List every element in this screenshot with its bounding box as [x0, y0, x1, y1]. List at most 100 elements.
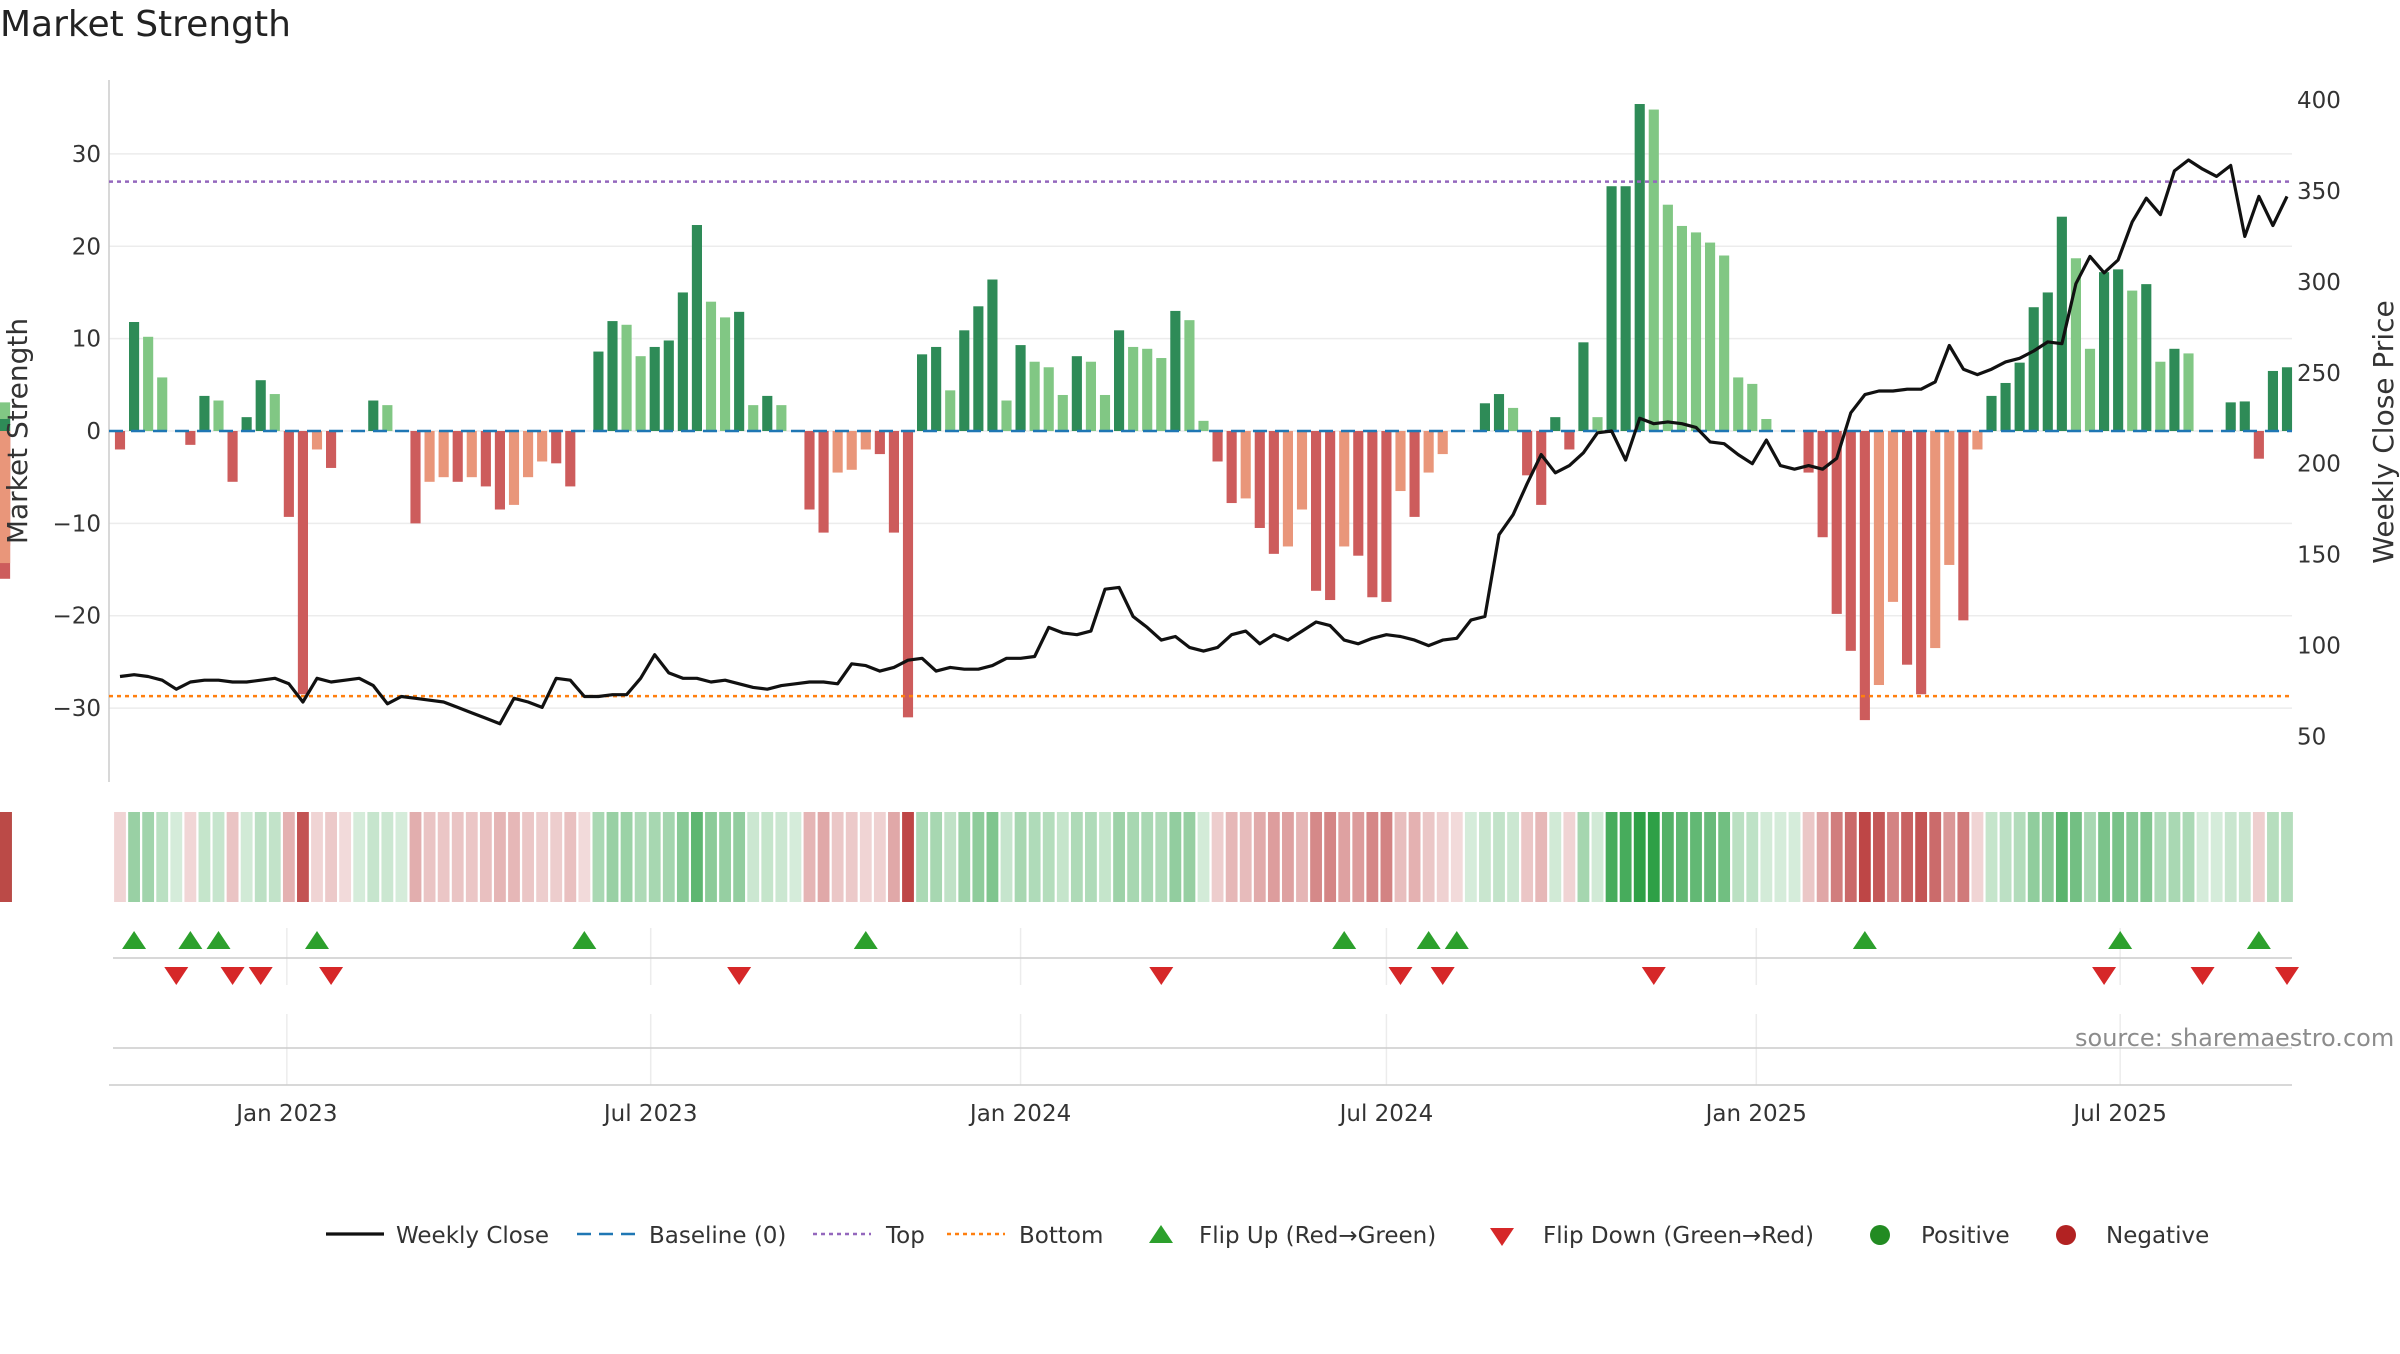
x-tick-label: Jan 2025	[1704, 1101, 1807, 1127]
strength-bar	[2070, 258, 2081, 431]
strength-bar	[607, 321, 618, 431]
heat-cell	[1844, 812, 1857, 902]
heat-cell	[1943, 812, 1956, 902]
heat-cell	[128, 812, 140, 902]
flip-up-marker	[1444, 931, 1469, 949]
strength-bar	[2155, 361, 2166, 431]
heat-cell	[1380, 812, 1393, 902]
chart-title: Market Strength	[0, 4, 291, 45]
heat-cell	[2112, 812, 2125, 902]
strength-bar	[1719, 255, 1730, 431]
heat-cell	[1042, 812, 1055, 902]
heat-cell	[1225, 812, 1238, 902]
strength-bar	[1170, 310, 1181, 431]
strength-bar	[143, 336, 154, 431]
heat-cell	[1591, 812, 1604, 902]
heat-cell	[0, 812, 12, 902]
heat-cell	[733, 812, 746, 902]
strength-bar	[1493, 394, 1505, 431]
strength-bar	[551, 431, 562, 464]
heat-cell	[1535, 812, 1548, 902]
strength-bar	[523, 431, 534, 478]
heat-cell	[156, 812, 169, 902]
y-tick-label-right: 50	[2297, 725, 2326, 751]
flip-up-marker	[178, 931, 203, 949]
heat-cell	[254, 812, 267, 902]
heat-cell	[1099, 812, 1111, 902]
heat-cell	[1718, 812, 1731, 902]
heat-cell	[1070, 812, 1083, 902]
heat-cell	[1957, 812, 1970, 902]
strength-bar	[1099, 394, 1111, 431]
strength-bar	[1859, 431, 1870, 721]
heat-cell	[2084, 812, 2096, 902]
heat-cell	[1830, 812, 1843, 902]
strength-bar	[1662, 204, 1673, 431]
strength-bar	[1944, 431, 1955, 565]
strength-bar	[2281, 367, 2293, 431]
strength-bar	[734, 311, 745, 431]
strength-bar	[1437, 431, 1448, 455]
flip-up-marker	[305, 931, 329, 949]
strength-bar	[621, 324, 632, 431]
heat-cell	[2196, 812, 2209, 902]
strength-bar	[283, 431, 294, 517]
legend-flip-down-label: Flip Down (Green→Red)	[1543, 1223, 1814, 1249]
strength-bar	[213, 400, 224, 431]
strength-bar	[1550, 417, 1561, 431]
heat-cell	[888, 812, 900, 902]
strength-bar	[157, 377, 168, 431]
strength-bar	[185, 431, 196, 445]
legend-negative-label: Negative	[2106, 1223, 2209, 1249]
strength-bar	[1930, 431, 1941, 649]
heat-cell	[2140, 812, 2153, 902]
heat-cell	[2224, 812, 2237, 902]
heat-cell	[775, 812, 788, 902]
strength-bar	[0, 431, 11, 564]
heat-cell	[198, 812, 211, 902]
strength-bar	[410, 431, 421, 524]
flip-down-marker	[2092, 967, 2117, 985]
heat-cell	[353, 812, 366, 902]
heat-cell	[620, 812, 633, 902]
heat-cell	[1577, 812, 1590, 902]
strength-bar	[888, 431, 899, 533]
strength-bar	[1296, 431, 1308, 510]
strength-bar	[1648, 109, 1659, 431]
strength-bar	[2113, 269, 2124, 431]
strength-bar	[508, 431, 520, 505]
flip-down-marker	[1149, 967, 1174, 985]
strength-bar	[382, 405, 393, 431]
legend-positive-swatch	[1870, 1225, 1890, 1245]
y-tick-label-left: 20	[72, 234, 101, 260]
strength-bar	[1001, 400, 1012, 431]
strength-bar	[2056, 216, 2067, 431]
heat-cell	[1436, 812, 1449, 902]
legend-top-label: Top	[885, 1223, 925, 1249]
strength-bar	[1085, 361, 1096, 431]
heat-cell	[550, 812, 563, 902]
strength-bar	[565, 431, 576, 487]
heat-cell	[339, 812, 352, 902]
strength-bar	[1479, 403, 1490, 431]
heat-cell	[972, 812, 985, 902]
heat-cell	[1521, 812, 1534, 902]
heat-cell	[1155, 812, 1168, 902]
heat-cell	[578, 812, 591, 902]
strength-bar	[1198, 420, 1209, 431]
heat-cell	[606, 812, 619, 902]
heat-cell	[1366, 812, 1379, 902]
heat-cell	[1549, 812, 1562, 902]
heat-cell	[1915, 812, 1928, 902]
heat-cell	[2055, 812, 2068, 902]
strength-bar	[1902, 431, 1913, 665]
strength-bar	[1367, 431, 1378, 598]
strength-bar	[804, 431, 815, 510]
heat-cell	[1450, 812, 1463, 902]
strength-bar	[776, 405, 787, 431]
heat-cell	[676, 812, 689, 902]
heat-cell	[1324, 812, 1337, 902]
heat-cell	[536, 812, 549, 902]
flip-down-marker	[164, 967, 189, 985]
